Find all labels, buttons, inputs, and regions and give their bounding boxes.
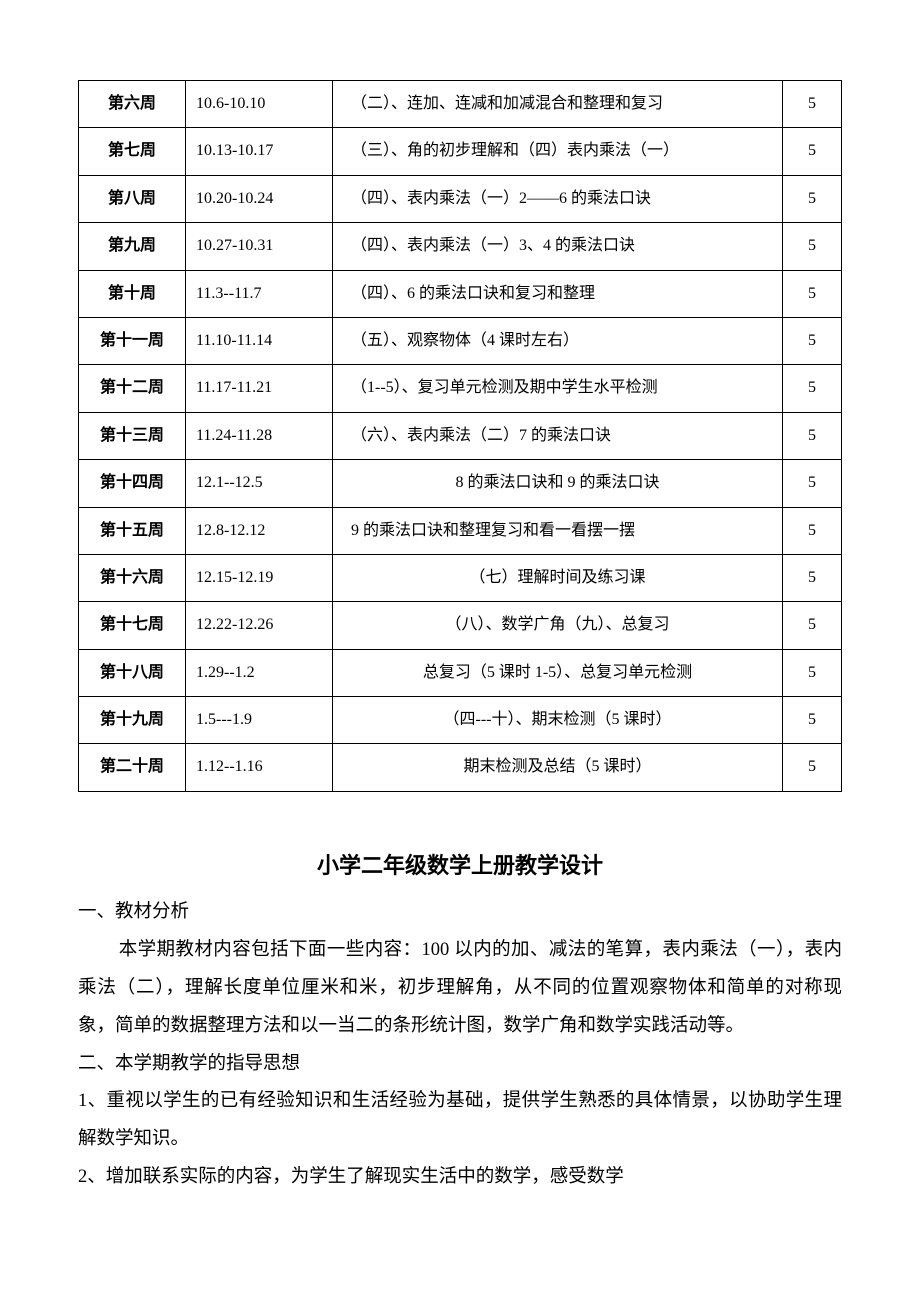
cell-hours: 5 <box>783 554 842 601</box>
cell-content: （四）、6 的乘法口诀和复习和整理 <box>333 270 783 317</box>
table-row: 第十二周11.17-11.21（1--5）、复习单元检测及期中学生水平检测5 <box>79 365 842 412</box>
cell-date: 11.3--11.7 <box>186 270 333 317</box>
cell-hours: 5 <box>783 365 842 412</box>
cell-week: 第十二周 <box>79 365 186 412</box>
cell-hours: 5 <box>783 128 842 175</box>
cell-content: （八）、数学广角（九）、总复习 <box>333 602 783 649</box>
cell-content: 9 的乘法口诀和整理复习和看一看摆一摆 <box>333 507 783 554</box>
document-heading: 小学二年级数学上册教学设计 <box>78 848 842 880</box>
cell-week: 第十七周 <box>79 602 186 649</box>
cell-hours: 5 <box>783 697 842 744</box>
cell-hours: 5 <box>783 81 842 128</box>
cell-hours: 5 <box>783 175 842 222</box>
table-row: 第十七周12.22-12.26（八）、数学广角（九）、总复习5 <box>79 602 842 649</box>
table-row: 第十六周12.15-12.19（七）理解时间及练习课5 <box>79 554 842 601</box>
section-2-title: 二、本学期教学的指导思想 <box>78 1046 842 1084</box>
cell-date: 1.5---1.9 <box>186 697 333 744</box>
cell-content: （五）、观察物体（4 课时左右） <box>333 317 783 364</box>
cell-hours: 5 <box>783 412 842 459</box>
cell-hours: 5 <box>783 317 842 364</box>
cell-week: 第十一周 <box>79 317 186 364</box>
cell-week: 第二十周 <box>79 744 186 791</box>
cell-content: （四）、表内乘法（一）2——6 的乘法口诀 <box>333 175 783 222</box>
cell-date: 12.8-12.12 <box>186 507 333 554</box>
cell-date: 10.13-10.17 <box>186 128 333 175</box>
cell-content: 期末检测及总结（5 课时） <box>333 744 783 791</box>
cell-date: 11.24-11.28 <box>186 412 333 459</box>
table-row: 第十周11.3--11.7（四）、6 的乘法口诀和复习和整理5 <box>79 270 842 317</box>
table-row: 第七周10.13-10.17（三）、角的初步理解和（四）表内乘法（一）5 <box>79 128 842 175</box>
cell-date: 1.12--1.16 <box>186 744 333 791</box>
table-row: 第十八周1.29--1.2总复习（5 课时 1-5）、总复习单元检测5 <box>79 649 842 696</box>
table-row: 第十一周11.10-11.14（五）、观察物体（4 课时左右）5 <box>79 317 842 364</box>
cell-content: （二）、连加、连减和加减混合和整理和复习 <box>333 81 783 128</box>
cell-week: 第八周 <box>79 175 186 222</box>
cell-hours: 5 <box>783 460 842 507</box>
cell-hours: 5 <box>783 223 842 270</box>
cell-date: 12.15-12.19 <box>186 554 333 601</box>
section-1-title: 一、教材分析 <box>78 894 842 932</box>
cell-week: 第十周 <box>79 270 186 317</box>
cell-week: 第六周 <box>79 81 186 128</box>
cell-hours: 5 <box>783 649 842 696</box>
table-row: 第十九周1.5---1.9（四---十）、期末检测（5 课时）5 <box>79 697 842 744</box>
cell-hours: 5 <box>783 270 842 317</box>
table-row: 第十四周12.1--12.58 的乘法口诀和 9 的乘法口诀5 <box>79 460 842 507</box>
cell-week: 第九周 <box>79 223 186 270</box>
cell-content: （1--5）、复习单元检测及期中学生水平检测 <box>333 365 783 412</box>
cell-week: 第十四周 <box>79 460 186 507</box>
cell-content: （三）、角的初步理解和（四）表内乘法（一） <box>333 128 783 175</box>
section-1-body: 本学期教材内容包括下面一些内容：100 以内的加、减法的笔算，表内乘法（一），表… <box>78 932 842 1046</box>
cell-week: 第十八周 <box>79 649 186 696</box>
cell-content: （四）、表内乘法（一）3、4 的乘法口诀 <box>333 223 783 270</box>
document-page: 第六周10.6-10.10（二）、连加、连减和加减混合和整理和复习5第七周10.… <box>0 0 920 1257</box>
cell-content: 8 的乘法口诀和 9 的乘法口诀 <box>333 460 783 507</box>
body-text: 一、教材分析 本学期教材内容包括下面一些内容：100 以内的加、减法的笔算，表内… <box>78 894 842 1197</box>
cell-week: 第十五周 <box>79 507 186 554</box>
table-row: 第二十周1.12--1.16期末检测及总结（5 课时）5 <box>79 744 842 791</box>
cell-date: 10.20-10.24 <box>186 175 333 222</box>
table-row: 第十三周11.24-11.28（六）、表内乘法（二）7 的乘法口诀5 <box>79 412 842 459</box>
cell-date: 11.10-11.14 <box>186 317 333 364</box>
cell-hours: 5 <box>783 507 842 554</box>
cell-hours: 5 <box>783 744 842 791</box>
section-2-item-1: 1、重视以学生的已有经验知识和生活经验为基础，提供学生熟悉的具体情景，以协助学生… <box>78 1083 842 1159</box>
cell-hours: 5 <box>783 602 842 649</box>
cell-date: 12.22-12.26 <box>186 602 333 649</box>
cell-date: 11.17-11.21 <box>186 365 333 412</box>
cell-content: （六）、表内乘法（二）7 的乘法口诀 <box>333 412 783 459</box>
cell-date: 1.29--1.2 <box>186 649 333 696</box>
table-row: 第六周10.6-10.10（二）、连加、连减和加减混合和整理和复习5 <box>79 81 842 128</box>
cell-week: 第十三周 <box>79 412 186 459</box>
cell-date: 10.27-10.31 <box>186 223 333 270</box>
cell-content: （四---十）、期末检测（5 课时） <box>333 697 783 744</box>
table-row: 第九周10.27-10.31（四）、表内乘法（一）3、4 的乘法口诀5 <box>79 223 842 270</box>
cell-week: 第七周 <box>79 128 186 175</box>
schedule-table-body: 第六周10.6-10.10（二）、连加、连减和加减混合和整理和复习5第七周10.… <box>79 81 842 792</box>
cell-date: 12.1--12.5 <box>186 460 333 507</box>
table-row: 第八周10.20-10.24（四）、表内乘法（一）2——6 的乘法口诀5 <box>79 175 842 222</box>
cell-date: 10.6-10.10 <box>186 81 333 128</box>
section-2-item-2: 2、增加联系实际的内容，为学生了解现实生活中的数学，感受数学 <box>78 1159 842 1197</box>
table-row: 第十五周12.8-12.129 的乘法口诀和整理复习和看一看摆一摆5 <box>79 507 842 554</box>
cell-week: 第十九周 <box>79 697 186 744</box>
cell-content: 总复习（5 课时 1-5）、总复习单元检测 <box>333 649 783 696</box>
schedule-table: 第六周10.6-10.10（二）、连加、连减和加减混合和整理和复习5第七周10.… <box>78 80 842 792</box>
cell-week: 第十六周 <box>79 554 186 601</box>
cell-content: （七）理解时间及练习课 <box>333 554 783 601</box>
